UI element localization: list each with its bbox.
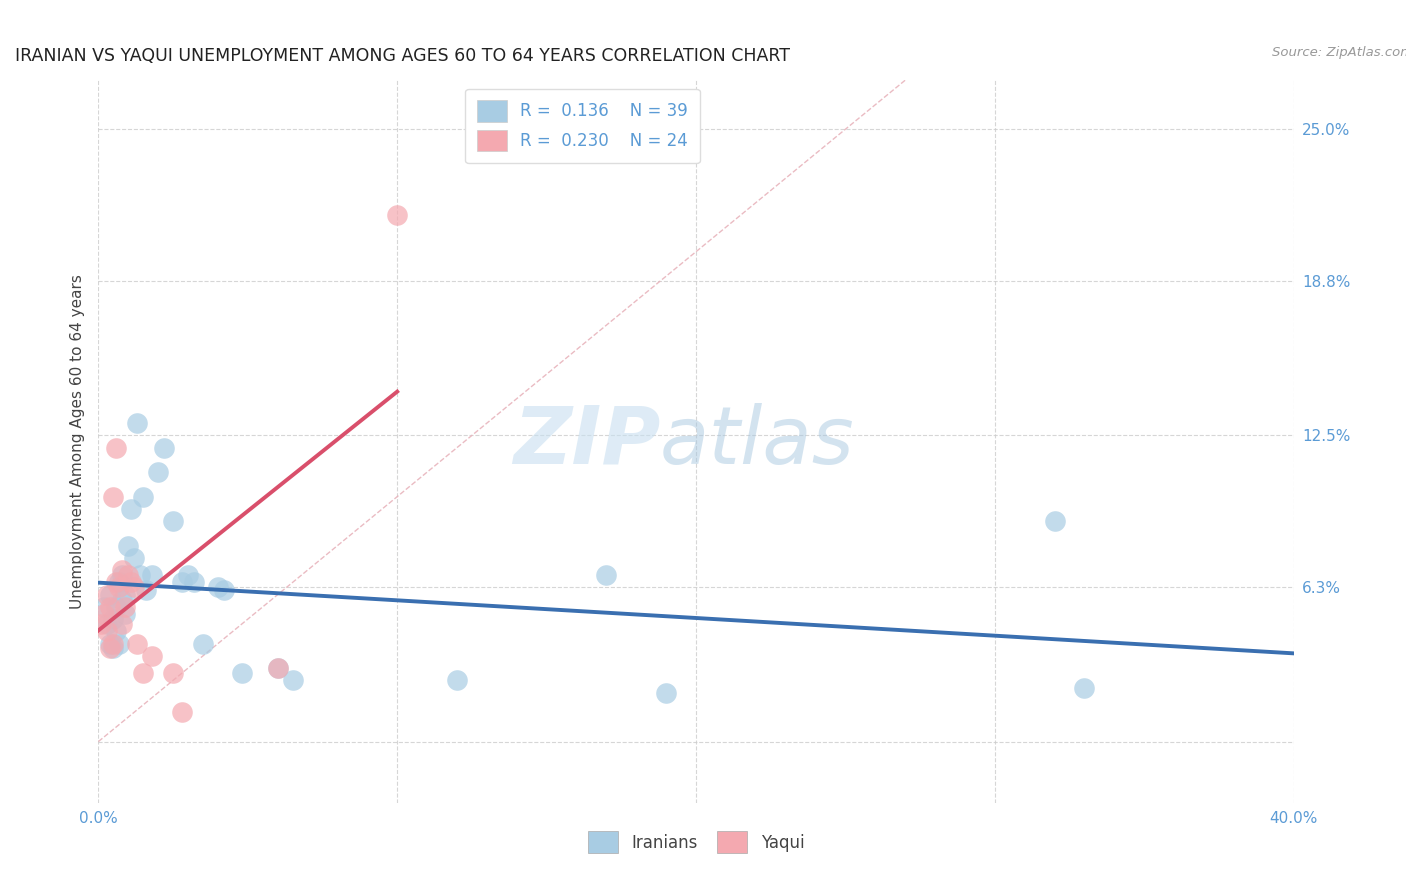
Point bbox=[105, 575, 128, 590]
Point bbox=[162, 665, 184, 680]
Point bbox=[162, 514, 184, 528]
Point bbox=[595, 568, 617, 582]
Point bbox=[111, 617, 134, 632]
Point bbox=[1073, 681, 1095, 695]
Point bbox=[135, 582, 157, 597]
Point bbox=[183, 575, 205, 590]
Point bbox=[446, 673, 468, 688]
Point bbox=[98, 588, 122, 602]
Point bbox=[96, 617, 118, 632]
Point bbox=[191, 637, 214, 651]
Text: atlas: atlas bbox=[661, 402, 855, 481]
Point bbox=[172, 705, 194, 719]
Y-axis label: Unemployment Among Ages 60 to 64 years: Unemployment Among Ages 60 to 64 years bbox=[69, 274, 84, 609]
Point bbox=[98, 599, 122, 614]
Text: Source: ZipAtlas.com: Source: ZipAtlas.com bbox=[1272, 45, 1406, 59]
Point bbox=[111, 568, 134, 582]
Point bbox=[111, 563, 134, 577]
Point bbox=[231, 665, 253, 680]
Point bbox=[1043, 514, 1066, 528]
Point bbox=[93, 599, 115, 614]
Point bbox=[108, 580, 131, 594]
Point bbox=[96, 588, 118, 602]
Point bbox=[105, 441, 128, 455]
Point bbox=[148, 465, 170, 479]
Point bbox=[96, 624, 118, 639]
Point bbox=[90, 617, 112, 632]
Point bbox=[120, 502, 142, 516]
Point bbox=[108, 637, 131, 651]
Point bbox=[207, 580, 229, 594]
Point bbox=[124, 580, 146, 594]
Point bbox=[93, 607, 115, 622]
Point bbox=[127, 416, 149, 430]
Point bbox=[98, 641, 122, 656]
Point bbox=[105, 599, 128, 614]
Point bbox=[132, 490, 155, 504]
Point bbox=[117, 539, 139, 553]
Point bbox=[114, 599, 136, 614]
Point bbox=[141, 648, 163, 663]
Point bbox=[114, 607, 136, 622]
Point bbox=[655, 685, 678, 699]
Point bbox=[103, 641, 125, 656]
Point bbox=[105, 624, 128, 639]
Point bbox=[103, 490, 125, 504]
Point bbox=[114, 588, 136, 602]
Point bbox=[127, 637, 149, 651]
Point bbox=[172, 575, 194, 590]
Legend: Iranians, Yaqui: Iranians, Yaqui bbox=[581, 825, 811, 860]
Point bbox=[153, 441, 176, 455]
Point bbox=[212, 582, 235, 597]
Text: ZIP: ZIP bbox=[513, 402, 661, 481]
Point bbox=[385, 208, 409, 222]
Point bbox=[141, 568, 163, 582]
Point bbox=[117, 568, 139, 582]
Point bbox=[103, 637, 125, 651]
Point bbox=[267, 661, 290, 675]
Point bbox=[111, 592, 134, 607]
Point bbox=[124, 550, 146, 565]
Point bbox=[177, 568, 200, 582]
Point bbox=[98, 637, 122, 651]
Point bbox=[129, 568, 152, 582]
Text: IRANIAN VS YAQUI UNEMPLOYMENT AMONG AGES 60 TO 64 YEARS CORRELATION CHART: IRANIAN VS YAQUI UNEMPLOYMENT AMONG AGES… bbox=[15, 47, 790, 65]
Point bbox=[108, 575, 131, 590]
Point bbox=[267, 661, 290, 675]
Point bbox=[103, 612, 125, 626]
Point bbox=[132, 665, 155, 680]
Point bbox=[281, 673, 304, 688]
Point bbox=[120, 575, 142, 590]
